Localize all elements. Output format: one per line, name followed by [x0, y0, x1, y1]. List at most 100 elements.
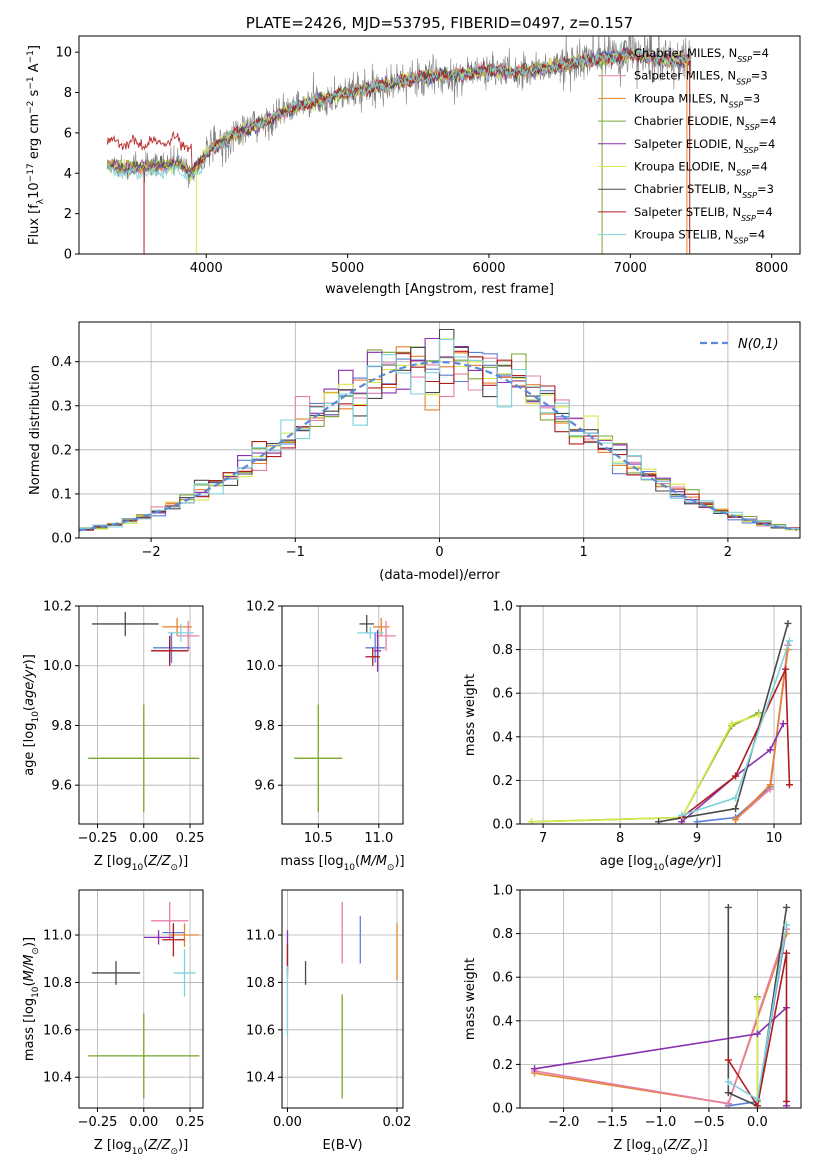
- axes-frame: [281, 605, 404, 825]
- x-tick-label: 10: [766, 831, 783, 846]
- y-axis-label: Flux [fλ10−17 erg cm−2 s−1 A−1]: [26, 45, 46, 245]
- x-tick-label: 7: [539, 831, 547, 846]
- y-tick-label: 0.4: [492, 730, 513, 745]
- legend-label-chabrier_miles: Chabrier MILES, NSSP=4: [634, 46, 769, 64]
- plot-area: [286, 901, 398, 1099]
- y-tick-label: 0: [64, 248, 72, 263]
- point-chabrier_stelib: [784, 619, 792, 627]
- y-tick-label: 10.6: [246, 1023, 275, 1038]
- point-chabrier_stelib: [724, 1089, 732, 1097]
- point-kroupa_stelib: [782, 921, 790, 929]
- legend-label-kroupa_stelib: Kroupa STELIB, NSSP=4: [634, 228, 765, 246]
- errorbar-salpeter_stelib: [365, 647, 381, 666]
- x-axis-label: E(B-V): [322, 1138, 362, 1153]
- y-tick-label: 0.4: [492, 1014, 513, 1029]
- legend-label-salpeter_elodie: Salpeter ELODIE, NSSP=4: [634, 137, 775, 155]
- hist-kroupa_stelib: [79, 338, 800, 529]
- point-salpeter_stelib: [724, 1056, 732, 1064]
- plot-area: [106, 36, 692, 254]
- hist-salpeter_stelib: [79, 350, 800, 531]
- chart-title: PLATE=2426, MJD=53795, FIBERID=0497, z=0…: [246, 14, 633, 32]
- line-salpeter_elodie: [681, 723, 785, 823]
- model-line-chabrier_elodie: [106, 49, 692, 175]
- errorbar-salpeter_elodie: [373, 629, 382, 672]
- errorbar-salpeter_elodie: [143, 930, 174, 945]
- model-line-salpeter_elodie: [106, 47, 692, 179]
- x-tick-label: 9: [693, 831, 701, 846]
- point-kroupa_stelib: [753, 1095, 761, 1103]
- y-axis-label-group: mass weight: [463, 958, 478, 1040]
- panel-massweight_vs_age: 7 8 9 10 0.0 0.2 0.4 0.6 0.8 1.0: [492, 600, 802, 846]
- line-kroupa_elodie: [531, 714, 759, 823]
- errorbar-salpeter_stelib: [162, 923, 185, 957]
- axes-frame: [78, 35, 801, 255]
- model-line-salpeter_stelib: [106, 46, 692, 172]
- legend-label-chabrier_stelib: Chabrier STELIB, NSSP=3: [634, 182, 774, 200]
- model-line-kroupa_elodie: [106, 49, 692, 182]
- y-tick-label: 10: [55, 46, 72, 61]
- y-tick-label: 0.0: [51, 532, 72, 547]
- point-salpeter_stelib: [782, 1097, 790, 1105]
- point-kroupa_stelib: [785, 637, 793, 645]
- y-tick-label: 0.2: [492, 774, 513, 789]
- point-salpeter_miles: [724, 1100, 732, 1108]
- x-axis-label: Z [log10(Z/Z⊙)]: [94, 854, 188, 873]
- y-tick-label: 8: [64, 86, 72, 101]
- panel-mass_vs_Z: −0.25 0.00 0.25 10.4 10.6 10.8 11.0: [43, 889, 205, 1130]
- plot-area: [88, 611, 200, 813]
- point-salpeter_elodie: [531, 1065, 539, 1073]
- line-salpeter_stelib: [727, 953, 788, 1108]
- y-axis-label: age [log10(age/yr)]: [22, 654, 41, 776]
- errorbar-chabrier_miles: [365, 632, 385, 663]
- x-tick-label: 0.00: [129, 1115, 158, 1130]
- x-tick-label: 1: [580, 545, 588, 560]
- plot-area: [528, 619, 793, 824]
- point-salpeter_stelib: [782, 949, 790, 957]
- legend-label-salpeter_miles: Salpeter MILES, NSSP=3: [634, 69, 768, 87]
- point-salpeter_stelib: [782, 665, 790, 673]
- x-axis-label: wavelength [Angstrom, rest frame]: [325, 282, 554, 297]
- errorbar-kroupa_stelib: [357, 626, 384, 639]
- y-tick-label: 10.4: [43, 1071, 72, 1086]
- y-tick-label: 4: [64, 167, 72, 182]
- model-line-chabrier_stelib: [106, 45, 691, 178]
- y-tick-label: 10.0: [246, 659, 275, 674]
- y-axis-label-group: mass weight: [463, 674, 478, 756]
- y-tick-label: 1.0: [492, 884, 513, 899]
- x-tick-label: 10.5: [304, 831, 333, 846]
- spectrum-legend: Chabrier MILES, NSSP=4 Salpeter MILES, NS…: [598, 46, 776, 245]
- y-tick-label: 9.6: [51, 779, 72, 794]
- errorbar-chabrier_miles: [153, 632, 191, 663]
- y-tick-label: 0.0: [492, 1102, 513, 1117]
- axes-frame: [78, 605, 204, 825]
- errorbar-salpeter_miles: [151, 901, 189, 940]
- errorbar-chabrier_stelib: [91, 961, 141, 985]
- x-tick-label: 8000: [755, 261, 788, 276]
- line-chabrier_stelib: [727, 907, 788, 1107]
- y-axis-label-group: age [log10(age/yr)]: [22, 654, 41, 776]
- y-tick-label: 0.2: [51, 443, 72, 458]
- x-tick-label: −1: [286, 545, 305, 560]
- y-tick-label: 2: [64, 207, 72, 222]
- point-salpeter_elodie: [753, 1030, 761, 1038]
- point-kroupa_elodie: [528, 818, 536, 824]
- x-axis-label: age [log10(age/yr)]: [600, 854, 722, 873]
- x-tick-label: 2: [724, 545, 732, 560]
- x-tick-label: −0.25: [78, 831, 118, 846]
- y-tick-label: 10.8: [43, 976, 72, 991]
- point-chabrier_miles: [693, 818, 701, 824]
- panel-age_vs_Z: −0.25 0.00 0.25 9.6 9.8 10.0 10.2: [43, 600, 204, 847]
- panel-spectrum: 4000 5000 6000 7000 8000 0 2 4 6 8 10: [55, 35, 801, 276]
- line-chabrier_stelib: [658, 623, 789, 823]
- errorbar-chabrier_stelib: [359, 614, 374, 633]
- legend-label-kroupa_miles: Kroupa MILES, NSSP=3: [634, 91, 760, 109]
- x-tick-label: 4000: [190, 261, 223, 276]
- plot-area: [294, 614, 396, 813]
- point-salpeter_stelib: [732, 772, 740, 780]
- y-axis-label: Normed distribution: [28, 365, 43, 495]
- errorbar-salpeter_miles: [376, 620, 396, 651]
- x-tick-label: 0.00: [273, 1115, 302, 1130]
- y-tick-label: 10.8: [246, 976, 275, 991]
- errorbar-chabrier_elodie: [88, 1013, 200, 1099]
- y-tick-label: 9.6: [254, 779, 275, 794]
